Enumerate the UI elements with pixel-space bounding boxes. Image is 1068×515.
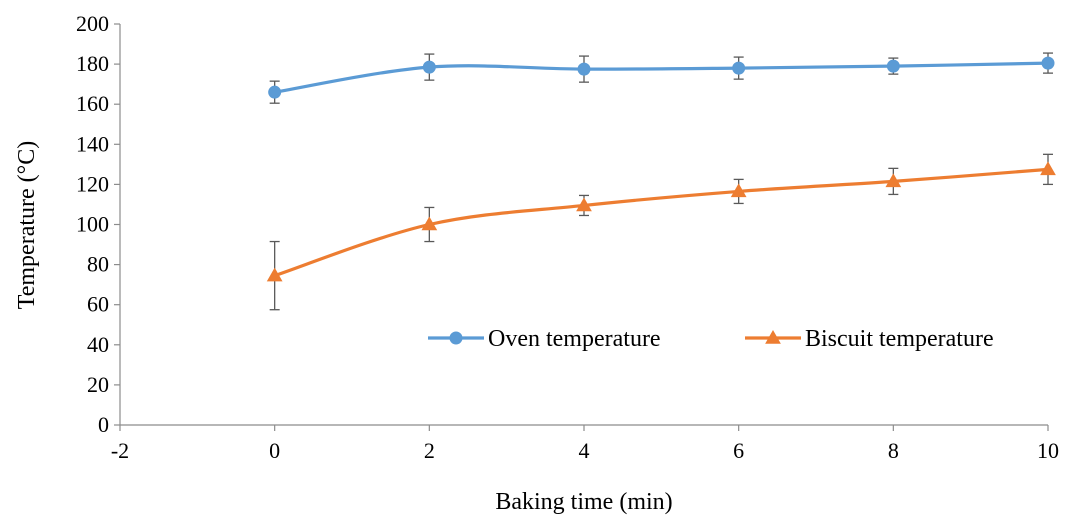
y-tick-label: 100 <box>76 212 109 237</box>
data-point <box>266 267 283 282</box>
y-axis: 0 20 40 60 80 100 120 140 160 180 200 <box>76 11 121 437</box>
data-point <box>576 197 592 212</box>
series-lines <box>273 61 1050 278</box>
legend-label: Biscuit temperature <box>805 326 994 352</box>
x-tick-label: -2 <box>111 438 129 463</box>
legend-marker <box>449 331 463 345</box>
y-tick-label: 120 <box>76 171 109 196</box>
data-point <box>577 62 591 76</box>
error-bars <box>269 52 1053 311</box>
x-tick-label: 6 <box>733 438 744 463</box>
data-point <box>730 183 747 198</box>
y-tick-label: 60 <box>87 292 109 317</box>
legend-item: Biscuit temperature <box>745 326 994 352</box>
legend-item: Oven temperature <box>428 326 661 352</box>
legend: Oven temperature Biscuit temperature <box>428 326 994 352</box>
x-tick-label: 10 <box>1037 438 1059 463</box>
series-line-1 <box>273 167 1050 278</box>
legend-label: Oven temperature <box>488 326 661 352</box>
y-tick-label: 200 <box>76 11 109 36</box>
x-tick-label: 4 <box>579 438 590 463</box>
x-tick-label: 0 <box>269 438 280 463</box>
series-markers <box>266 56 1056 282</box>
y-tick-label: 0 <box>98 412 109 437</box>
y-tick-label: 80 <box>87 252 109 277</box>
data-point <box>422 60 436 74</box>
y-tick-label: 180 <box>76 51 109 76</box>
y-tick-label: 40 <box>87 332 109 357</box>
data-point <box>268 85 282 99</box>
data-point <box>886 59 900 73</box>
legend-marker <box>765 329 781 344</box>
data-point <box>421 216 438 231</box>
x-tick-label: 8 <box>888 438 899 463</box>
data-point <box>1041 56 1055 70</box>
x-axis-title: Baking time (min) <box>495 489 672 515</box>
data-point <box>1040 161 1056 176</box>
y-tick-label: 140 <box>76 131 109 156</box>
data-point <box>732 61 746 75</box>
y-tick-label: 20 <box>87 372 109 397</box>
x-axis: -2 0 2 4 6 8 10 <box>111 424 1059 463</box>
y-axis-title: Temperature (°C) <box>14 141 40 310</box>
series-line-0 <box>273 61 1050 94</box>
data-point <box>885 173 902 188</box>
y-tick-label: 160 <box>76 91 109 116</box>
x-tick-label: 2 <box>424 438 435 463</box>
